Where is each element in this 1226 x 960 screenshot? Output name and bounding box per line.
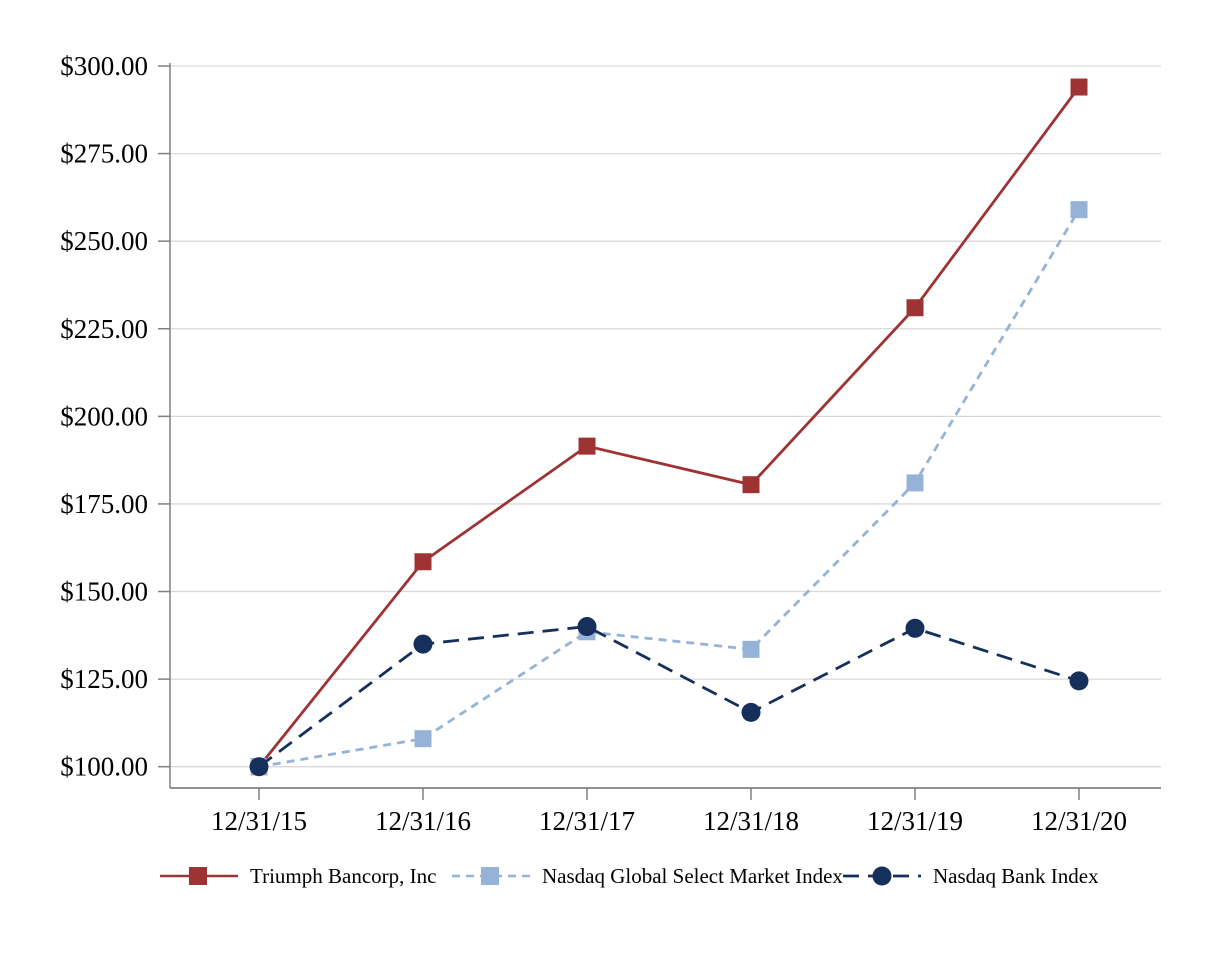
series-1-marker — [906, 474, 924, 492]
legend-square-marker — [481, 867, 499, 885]
y-axis-tick-label: $275.00 — [60, 139, 148, 169]
x-axis-tick-label: 12/31/16 — [375, 806, 471, 836]
series-0-marker — [414, 553, 432, 571]
legend-line-sample-solid — [160, 867, 238, 885]
series-1-marker — [742, 640, 760, 658]
y-axis-tick-label: $125.00 — [60, 664, 148, 694]
legend-line-sample-long-dash — [843, 866, 921, 886]
legend-line-sample-dashed — [452, 867, 530, 885]
y-axis-tick-label: $300.00 — [60, 51, 148, 81]
series-2-marker — [249, 757, 269, 777]
y-axis-tick-label: $150.00 — [60, 577, 148, 607]
series-1-marker — [414, 730, 432, 748]
x-axis-tick-label: 12/31/18 — [703, 806, 799, 836]
x-axis-tick-label: 12/31/15 — [211, 806, 307, 836]
legend-entry-nasdaq-global-select: Nasdaq Global Select Market Index — [452, 862, 843, 890]
series-line-1 — [258, 208, 1081, 769]
series-2-marker — [905, 618, 925, 638]
y-axis-tick-label: $100.00 — [60, 752, 148, 782]
series-2-marker — [577, 617, 597, 637]
legend-label-nasdaq-bank: Nasdaq Bank Index — [933, 864, 1099, 888]
y-axis-tick-label: $225.00 — [60, 314, 148, 344]
series-2-marker — [1069, 671, 1089, 691]
series-0-marker — [578, 437, 596, 455]
legend-square-marker — [189, 867, 207, 885]
series-2-marker — [741, 702, 761, 722]
series-0-marker — [742, 476, 760, 494]
legend-label-triumph-bancorp: Triumph Bancorp, Inc — [250, 864, 437, 888]
x-axis-tick-label: 12/31/20 — [1031, 806, 1127, 836]
legend-entry-triumph-bancorp: Triumph Bancorp, Inc — [160, 862, 436, 890]
y-axis-tick-label: $200.00 — [60, 401, 148, 431]
legend-entry-nasdaq-bank: Nasdaq Bank Index — [843, 862, 1099, 890]
series-0-marker — [906, 299, 924, 317]
series-line-0 — [257, 86, 1081, 768]
series-1-marker — [1070, 201, 1088, 219]
series-line-2 — [258, 625, 1080, 768]
performance-line-chart: $300.00 $275.00 $250.00 $225.00 $200.00 $175.… — [60, 51, 1161, 836]
x-axis-tick-label: 12/31/17 — [539, 806, 635, 836]
chart-legend: Triumph Bancorp, Inc Nasdaq Global Selec… — [0, 862, 1226, 892]
x-axis-tick-label: 12/31/19 — [867, 806, 963, 836]
legend-circle-marker — [872, 866, 892, 886]
y-axis-tick-label: $175.00 — [60, 489, 148, 519]
series-2-marker — [413, 634, 433, 654]
series-0-marker — [1070, 78, 1088, 96]
y-axis-tick-label: $250.00 — [60, 226, 148, 256]
legend-label-nasdaq-global-select: Nasdaq Global Select Market Index — [542, 864, 843, 888]
